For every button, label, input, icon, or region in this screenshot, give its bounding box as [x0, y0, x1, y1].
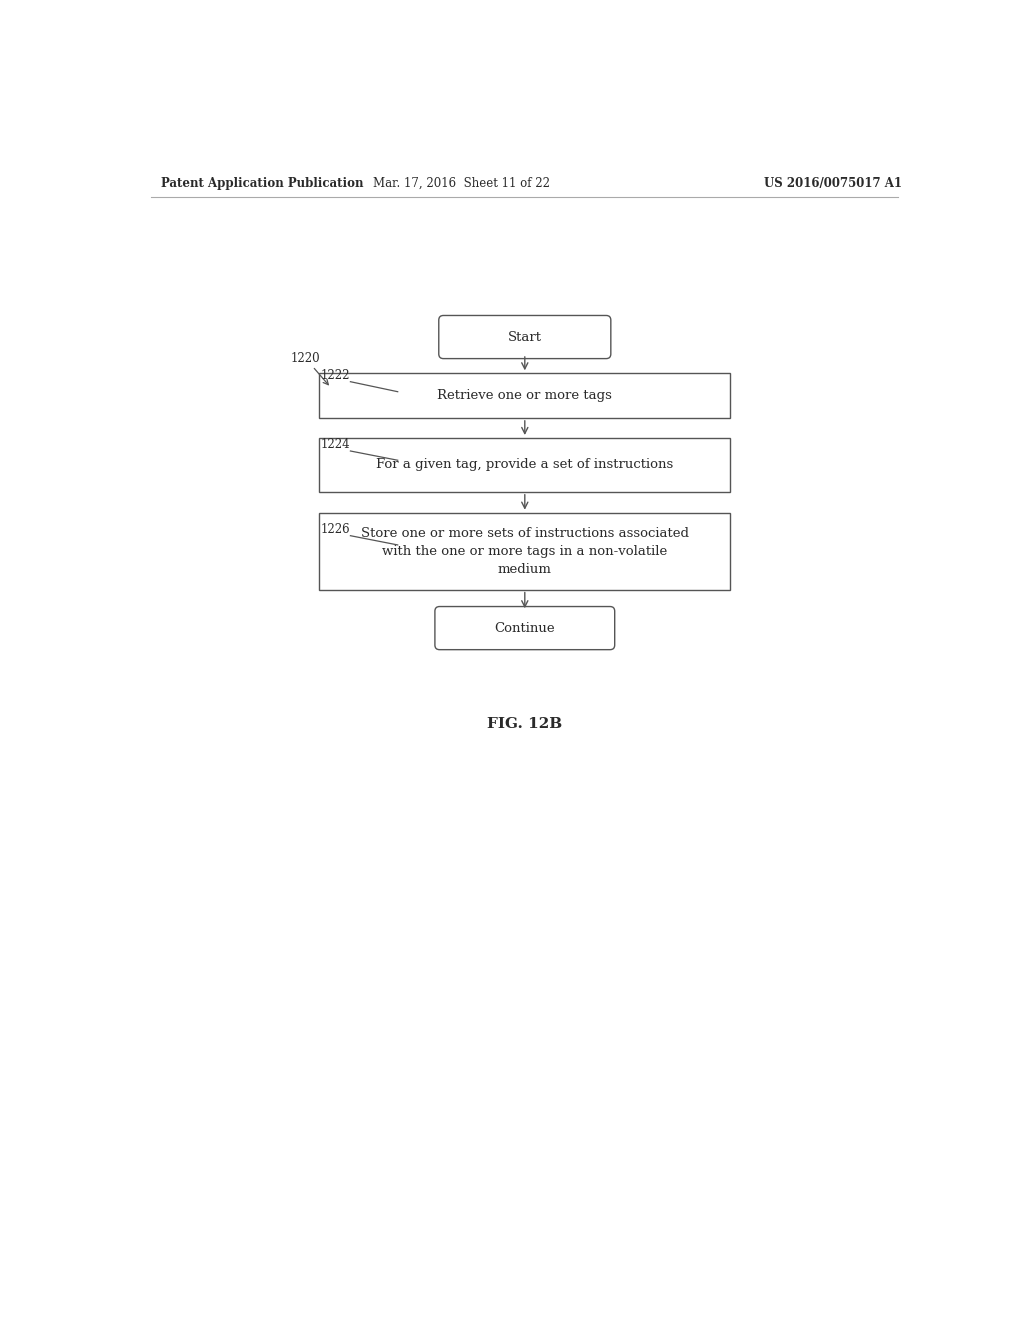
Text: FIG. 12B: FIG. 12B [487, 717, 562, 731]
Text: Continue: Continue [495, 622, 555, 635]
Text: US 2016/0075017 A1: US 2016/0075017 A1 [764, 177, 902, 190]
Text: Retrieve one or more tags: Retrieve one or more tags [437, 389, 612, 403]
Text: Patent Application Publication: Patent Application Publication [161, 177, 364, 190]
Bar [319, 374, 730, 418]
Text: For a given tag, provide a set of instructions: For a given tag, provide a set of instru… [376, 458, 674, 471]
FancyBboxPatch shape [435, 607, 614, 649]
Text: Store one or more sets of instructions associated
with the one or more tags in a: Store one or more sets of instructions a… [360, 527, 689, 576]
Text: Mar. 17, 2016  Sheet 11 of 22: Mar. 17, 2016 Sheet 11 of 22 [373, 177, 550, 190]
Text: 1222: 1222 [321, 370, 350, 381]
FancyBboxPatch shape [438, 315, 611, 359]
Text: 1220: 1220 [291, 352, 321, 366]
Bar [319, 512, 730, 590]
Text: 1224: 1224 [321, 438, 350, 451]
Bar [319, 438, 730, 492]
Text: 1226: 1226 [321, 523, 350, 536]
Text: Start: Start [508, 330, 542, 343]
